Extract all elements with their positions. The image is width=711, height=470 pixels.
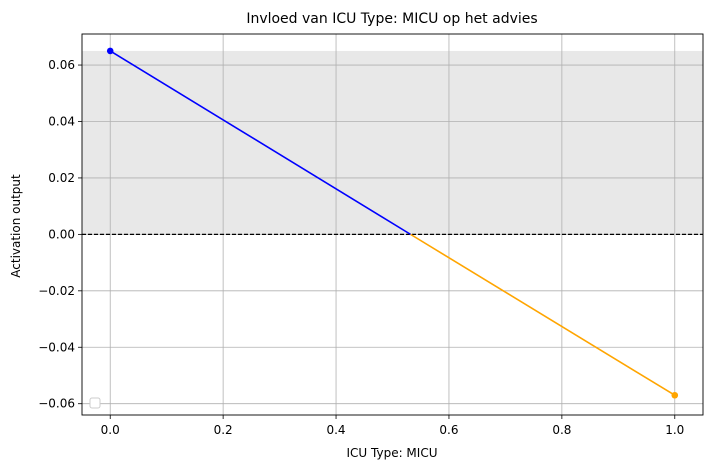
plot-area: 0.0 0.2 0.4 0.6 0.8 1.0 −0.06 −0.04 −0.02 0.00 0.0… bbox=[38, 33, 704, 437]
y-tick-label: 0.04 bbox=[48, 114, 75, 128]
x-tick-label: 0.4 bbox=[326, 423, 345, 437]
axes-frame bbox=[81, 33, 704, 416]
y-tick-label: −0.06 bbox=[38, 397, 75, 411]
y-tick-label: −0.02 bbox=[38, 284, 75, 298]
x-tick-label: 0.8 bbox=[552, 423, 571, 437]
y-tick-label: 0.02 bbox=[48, 171, 75, 185]
x-axis-label: ICU Type: MICU bbox=[347, 446, 438, 460]
y-axis-label: Activation output bbox=[9, 174, 23, 278]
shaded-band bbox=[82, 50, 703, 235]
data-point bbox=[106, 47, 114, 55]
data-point bbox=[671, 391, 679, 399]
series-line-1 bbox=[109, 50, 411, 236]
legend-box bbox=[89, 397, 101, 409]
y-tick-label: −0.04 bbox=[38, 340, 75, 354]
y-tick-label: 0.06 bbox=[48, 58, 75, 72]
x-tick-label: 0.6 bbox=[439, 423, 458, 437]
chart-title: Invloed van ICU Type: MICU op het advies bbox=[246, 11, 537, 27]
x-tick-label: 1.0 bbox=[665, 423, 684, 437]
y-tick-label: 0.00 bbox=[48, 227, 75, 241]
x-tick-label: 0.2 bbox=[214, 423, 233, 437]
series-line-2 bbox=[410, 233, 676, 396]
x-tick-label: 0.0 bbox=[101, 423, 120, 437]
